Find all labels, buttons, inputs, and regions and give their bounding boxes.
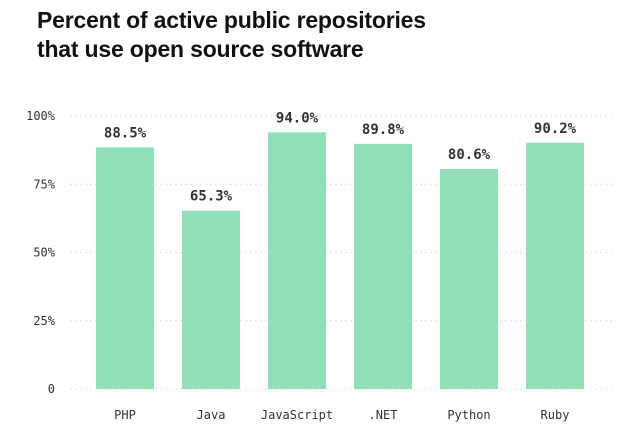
category-label: Python [447,408,490,422]
y-tick-label: 100% [26,109,56,123]
category-label: JavaScript [261,408,333,422]
bar-value-label: 90.2% [534,121,577,137]
bar [354,143,412,389]
y-tick-label: 75% [33,177,55,191]
bar-value-label: 80.6% [448,147,491,163]
bars [96,132,584,389]
y-tick-label: 25% [33,314,55,328]
gridlines [70,115,615,390]
category-label: Ruby [541,408,570,422]
bar-value-label: 65.3% [190,189,233,205]
bar-value-label: 89.8% [362,122,405,138]
y-tick-label: 50% [33,246,55,260]
bar [526,142,584,389]
y-tick-label: 0 [48,382,55,396]
chart-title-line-2: that use open source software [37,36,364,62]
bar [440,168,498,389]
category-label: PHP [114,408,136,422]
bar [268,132,326,389]
chart-title-line-1: Percent of active public repositories [37,7,426,33]
category-label: Java [197,408,226,422]
y-axis-ticks: 0 25% 50% 75% 100% [26,109,56,396]
bar-value-label: 88.5% [104,125,147,141]
value-labels: 88.5% 65.3% 94.0% 89.8% 80.6% 90.2% [104,110,577,204]
category-label: .NET [369,408,398,422]
chart-title: Percent of active public repositories th… [37,6,617,64]
bar [182,210,240,389]
x-axis-categories: PHP Java JavaScript .NET Python Ruby [114,408,569,422]
bar-value-label: 94.0% [276,110,319,126]
bar [96,147,154,389]
